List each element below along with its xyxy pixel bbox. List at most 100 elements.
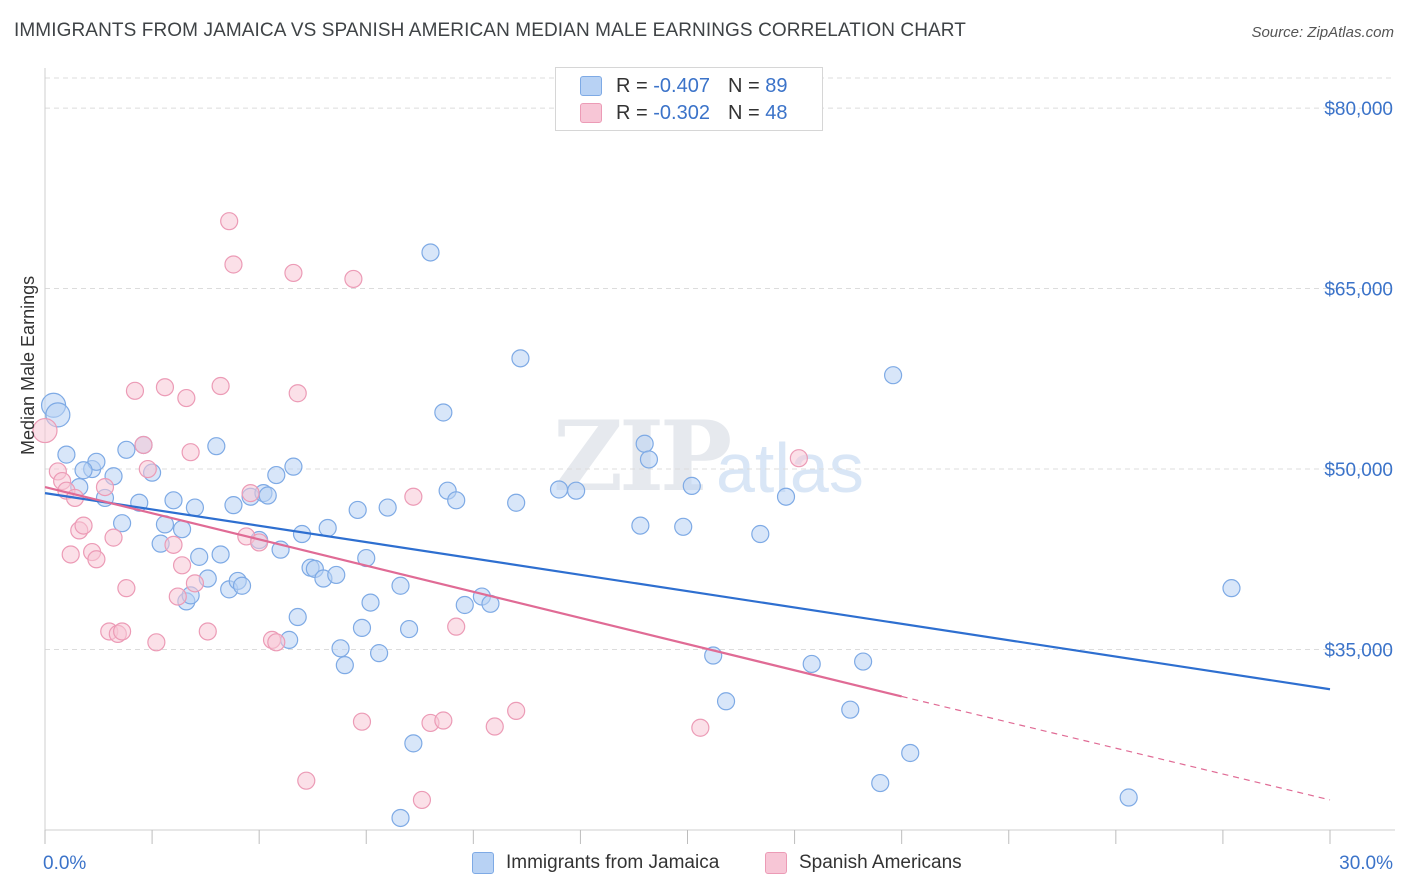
spanish-point [284, 263, 303, 283]
spanish-point [117, 579, 136, 598]
x-tick-label: 30.0% [1339, 853, 1393, 874]
jamaica-point [267, 465, 286, 485]
legend-label-spanish: Spanish Americans [799, 852, 962, 873]
legend-n-label: N = [727, 74, 760, 97]
spanish-point [250, 533, 269, 552]
jamaica-trend-line [44, 492, 1331, 691]
y-tick-label: $50,000 [1324, 460, 1393, 481]
spanish-point [485, 717, 504, 736]
jamaica-point [331, 639, 350, 658]
chart-title: IMMIGRANTS FROM JAMAICA VS SPANISH AMERI… [14, 20, 966, 41]
spanish-point [172, 556, 192, 575]
jamaica-point [751, 524, 770, 544]
legend-item-jamaica: Immigrants from Jamaica [472, 852, 719, 874]
jamaica-point [631, 516, 650, 535]
jamaica-point [854, 652, 873, 671]
jamaica-point [232, 576, 252, 595]
jamaica-point [871, 773, 890, 793]
spanish-point [352, 712, 372, 731]
jamaica-point [87, 452, 106, 471]
legend-swatch-pink [580, 103, 602, 123]
jamaica-point [421, 243, 440, 262]
jamaica-point [370, 644, 389, 663]
spanish-point [507, 701, 526, 720]
spanish-point [155, 378, 175, 397]
jamaica-point [207, 437, 226, 456]
spanish-point [789, 449, 808, 468]
spanish-point [181, 443, 200, 462]
legend-n-value-spanish: 48 [765, 101, 788, 124]
legend-swatch-pink [765, 852, 787, 874]
jamaica-point [172, 520, 192, 539]
jamaica-point [635, 434, 654, 453]
spanish-point [434, 711, 453, 730]
legend-n-label: N = [727, 101, 760, 124]
spanish-point [185, 574, 205, 593]
spanish-point [74, 516, 93, 535]
jamaica-point [802, 654, 821, 674]
spanish-point [125, 381, 145, 400]
jamaica-point [378, 498, 397, 517]
legend-r-label: R = [616, 74, 648, 97]
correlation-legend: R = -0.407 N = 89 R = -0.302 N = 48 [555, 67, 823, 131]
legend-swatch-blue [472, 852, 494, 874]
spanish-point [224, 255, 243, 274]
source-label: Source: ZipAtlas.com [1251, 24, 1394, 41]
jamaica-point [901, 743, 920, 763]
jamaica-point [682, 476, 701, 495]
spanish-point [267, 633, 286, 652]
jamaica-point [391, 808, 410, 828]
spanish-point [164, 535, 183, 554]
spanish-point [297, 771, 316, 790]
legend-label-jamaica: Immigrants from Jamaica [506, 852, 720, 873]
jamaica-point [434, 403, 453, 422]
jamaica-point [674, 517, 693, 536]
jamaica-point [57, 445, 76, 464]
spanish-point [168, 587, 187, 606]
jamaica-point [288, 607, 307, 627]
spanish-point [87, 550, 106, 569]
spanish-point [104, 528, 123, 547]
jamaica-point [348, 500, 367, 520]
jamaica-point [447, 491, 466, 510]
spanish-point [404, 487, 423, 506]
spanish-point [220, 212, 239, 231]
spanish-point [95, 477, 115, 497]
jamaica-point [74, 461, 93, 480]
jamaica-point [112, 514, 132, 533]
legend-r-value-spanish: -0.302 [653, 101, 710, 124]
spanish-point [61, 545, 80, 564]
legend-n-value-jamaica: 89 [765, 74, 788, 97]
jamaica-point [1119, 788, 1138, 807]
legend-r-value-jamaica: -0.407 [653, 74, 710, 97]
spanish-point [198, 622, 217, 641]
spanish-point [32, 417, 58, 444]
jamaica-point [776, 487, 796, 506]
y-tick-label: $35,000 [1324, 641, 1393, 662]
jamaica-point [185, 498, 205, 517]
y-tick-label: $65,000 [1324, 280, 1393, 301]
y-tick-label: $80,000 [1324, 99, 1393, 120]
legend-item-spanish: Spanish Americans [765, 852, 962, 874]
jamaica-point [1222, 579, 1241, 598]
jamaica-point [327, 565, 346, 585]
spanish-point [412, 790, 432, 810]
jamaica-point [117, 440, 136, 459]
jamaica-point [549, 480, 569, 499]
jamaica-point [841, 700, 860, 719]
x-tick-label: 0.0% [43, 853, 86, 874]
jamaica-point [507, 493, 526, 512]
spanish-point [138, 459, 157, 479]
jamaica-point [318, 518, 337, 538]
y-axis-label: Median Male Earnings [18, 275, 38, 455]
spanish-point [344, 269, 363, 289]
series-legend: Immigrants from Jamaica Spanish American… [0, 852, 1406, 878]
jamaica-point [361, 593, 380, 612]
jamaica-point [883, 366, 903, 385]
legend-row-jamaica: R = -0.407 N = 89 [580, 73, 787, 99]
jamaica-point [404, 734, 423, 753]
spanish-point [447, 617, 466, 636]
jamaica-point [211, 545, 230, 564]
legend-swatch-blue [580, 76, 602, 96]
